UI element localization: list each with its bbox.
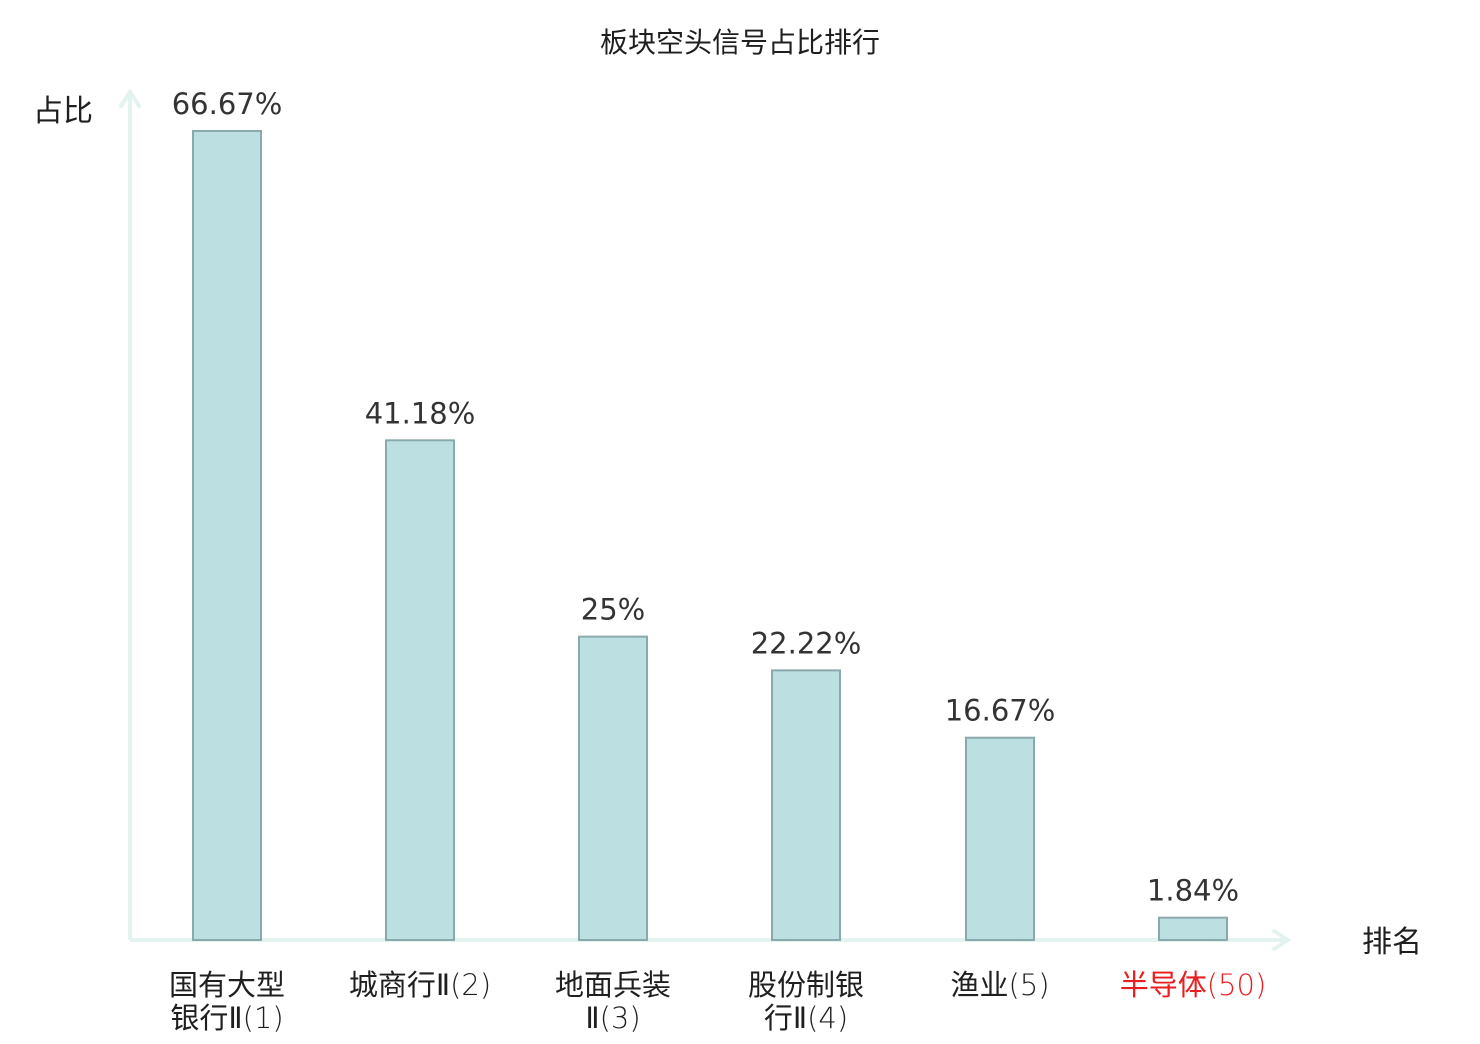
category-rank: (3) xyxy=(600,1001,641,1035)
category-label: 银行Ⅱ(1) xyxy=(170,1001,283,1035)
category-rank: (50) xyxy=(1207,968,1267,1002)
category-rank: (5) xyxy=(1008,968,1049,1002)
value-label: 41.18% xyxy=(365,396,476,430)
category-label: 行Ⅱ(4) xyxy=(764,1001,848,1035)
bars xyxy=(192,130,1228,942)
bar xyxy=(385,439,455,941)
bar xyxy=(771,669,841,941)
x-axis-label: 排名 xyxy=(1362,925,1422,960)
value-label: 16.67% xyxy=(945,694,1056,728)
category-rank: (1) xyxy=(243,1001,284,1035)
bar xyxy=(192,130,262,941)
y-axis-label: 占比 xyxy=(33,94,93,129)
category-label: 城商行Ⅱ(2) xyxy=(349,968,491,1002)
bar xyxy=(578,635,648,942)
category-label: 地面兵装 xyxy=(555,968,671,1002)
value-label: 25% xyxy=(581,593,645,627)
category-label: 渔业(5) xyxy=(950,968,1049,1002)
x-axis-arrow-icon xyxy=(1272,929,1292,951)
category-label: 国有大型 xyxy=(169,968,285,1002)
value-labels: 66.67% 41.18% 25% 22.22% 16.67% 1.84% xyxy=(172,87,1239,908)
value-label: 1.84% xyxy=(1147,874,1239,908)
category-label: 股份制银 xyxy=(748,968,864,1002)
value-label: 66.67% xyxy=(172,87,283,121)
category-rank: (4) xyxy=(807,1001,848,1035)
category-label: 半导体(50) xyxy=(1120,968,1267,1002)
category-rank: (2) xyxy=(450,968,491,1002)
bar xyxy=(965,736,1035,941)
chart-title: 板块空头信号占比排行 xyxy=(600,26,880,59)
bar xyxy=(1158,916,1228,942)
value-label: 22.22% xyxy=(751,626,862,660)
category-label: Ⅱ(3) xyxy=(585,1001,640,1035)
y-axis-arrow-icon xyxy=(119,88,141,108)
axes xyxy=(119,88,1292,951)
